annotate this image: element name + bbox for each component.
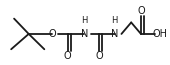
Text: N: N — [81, 29, 88, 39]
Text: O: O — [137, 6, 145, 16]
Text: O: O — [48, 29, 56, 39]
Text: N: N — [111, 29, 118, 39]
Text: O: O — [64, 51, 72, 61]
Text: H: H — [81, 16, 88, 25]
Text: OH: OH — [152, 29, 167, 39]
Text: O: O — [95, 51, 103, 61]
Text: H: H — [111, 16, 118, 25]
